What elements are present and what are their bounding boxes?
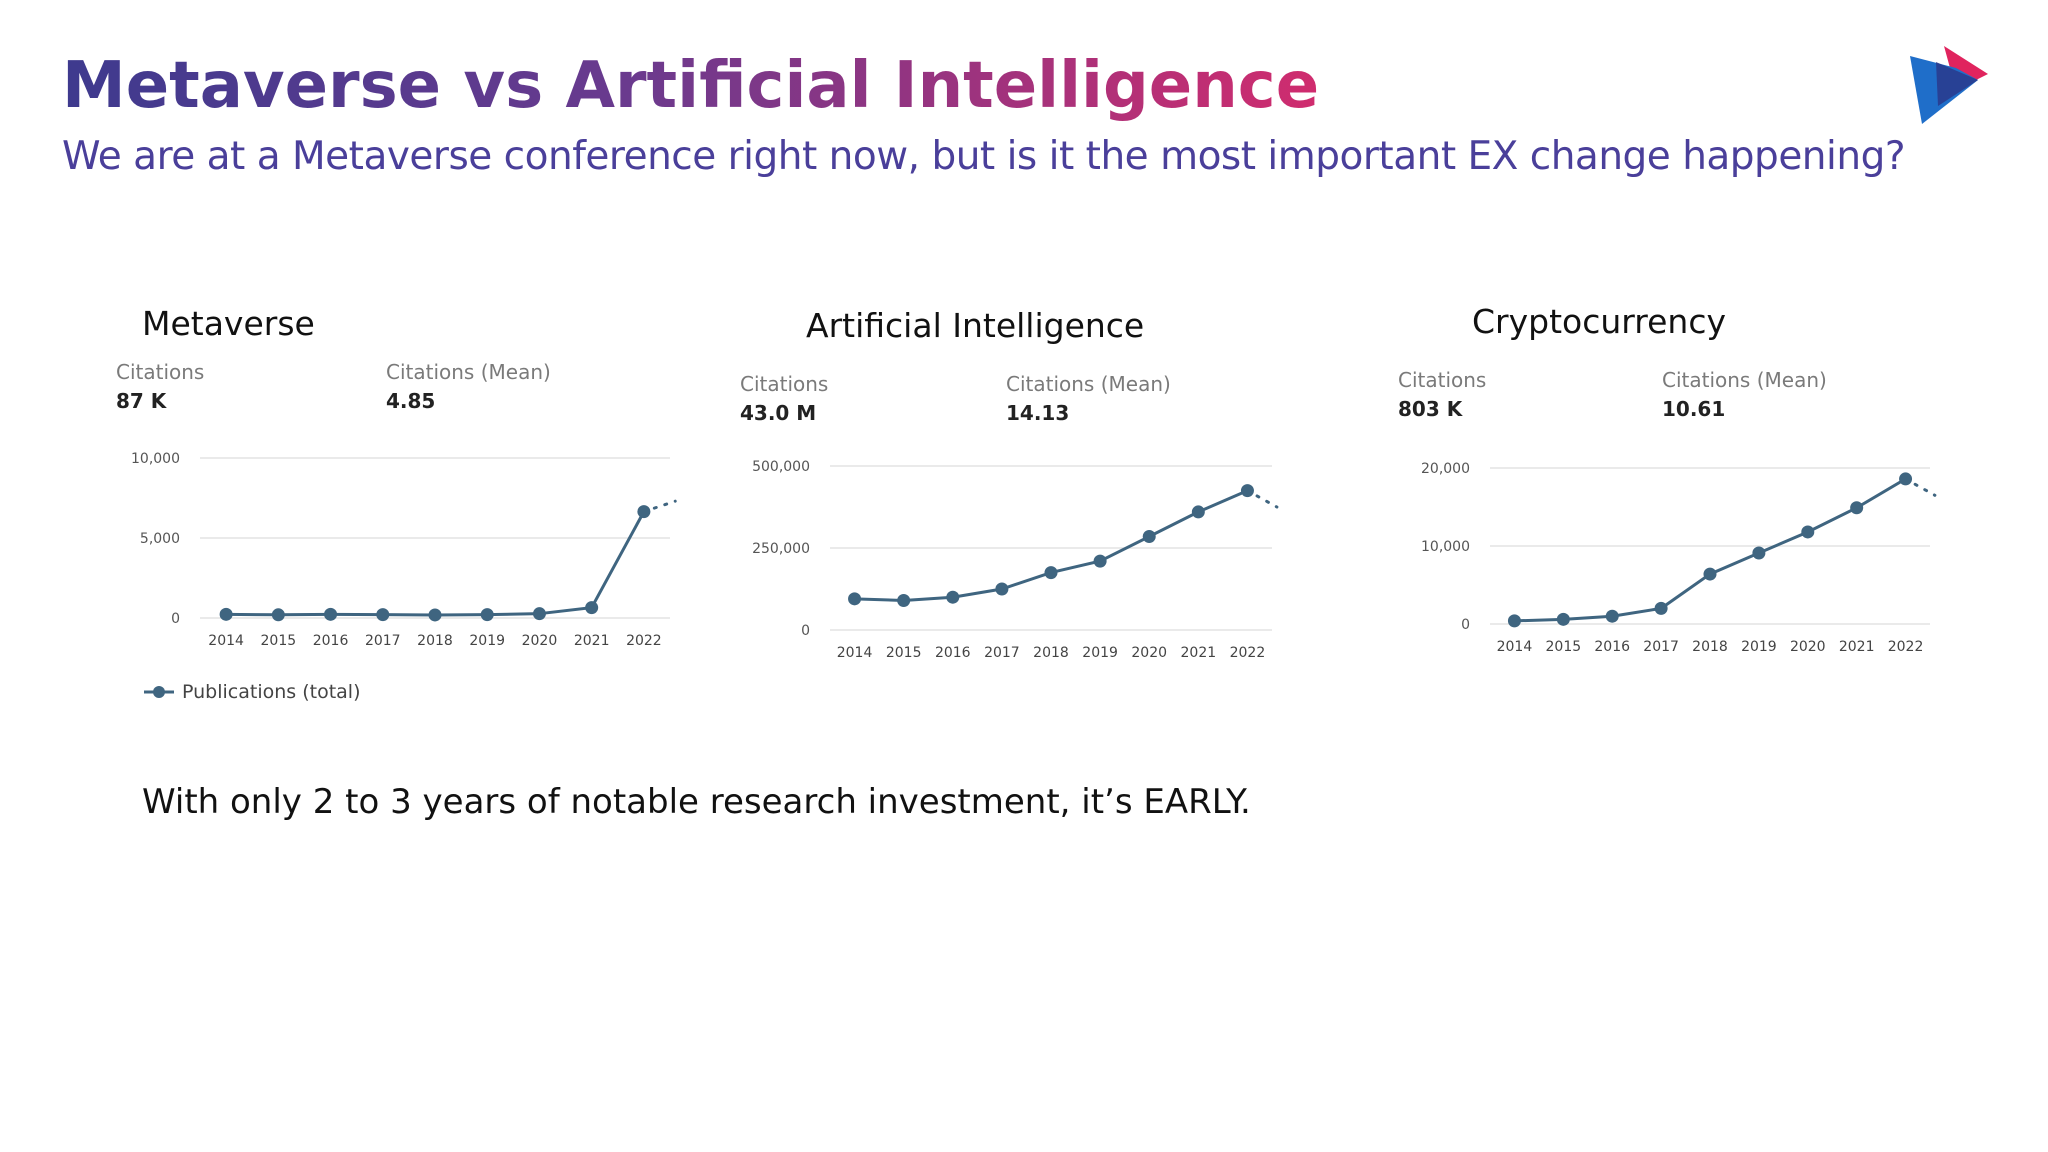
series-line — [854, 489, 1249, 602]
y-tick-label: 500,000 — [752, 459, 810, 475]
x-tick-label: 2018 — [1033, 645, 1069, 661]
legend-line-marker-icon — [144, 686, 174, 698]
data-point — [324, 607, 338, 621]
x-tick-label: 2016 — [1594, 639, 1630, 655]
chart-legend: Publications (total) — [144, 680, 360, 704]
x-tick-label: 2019 — [469, 633, 505, 649]
data-point — [637, 505, 651, 519]
data-point — [1556, 612, 1570, 626]
data-point — [995, 582, 1009, 596]
x-tick-label: 2019 — [1741, 639, 1777, 655]
chart-metaverse: 0 5,000 10,000 2014 2015 2016 2017 2018 2019 2020… — [131, 451, 677, 649]
data-point — [1654, 601, 1668, 615]
x-tick-label: 2017 — [365, 633, 401, 649]
x-tick-label: 2015 — [886, 645, 922, 661]
data-point — [848, 592, 862, 606]
x-tick-label: 2014 — [1497, 639, 1533, 655]
x-tick-label: 2022 — [1888, 639, 1924, 655]
data-point — [271, 608, 285, 622]
x-tick-label: 2014 — [837, 645, 873, 661]
brand-logo-icon — [1910, 46, 1988, 124]
citations-mean-label: Citations (Mean) — [1662, 368, 1827, 392]
citations-label: Citations — [740, 372, 829, 396]
y-tick-label: 5,000 — [140, 531, 180, 547]
series-line — [1514, 477, 1907, 623]
data-point — [1703, 567, 1717, 581]
data-point — [1801, 525, 1815, 539]
citations-label: Citations — [1398, 368, 1487, 392]
citations-value: 87 K — [116, 389, 167, 413]
data-point — [585, 601, 599, 615]
data-point — [428, 608, 442, 622]
data-point — [376, 608, 390, 622]
data-point — [897, 593, 911, 607]
y-tick-label: 10,000 — [131, 451, 180, 467]
data-point — [1093, 554, 1107, 568]
panel-title: Metaverse — [142, 304, 315, 343]
citations-mean-label: Citations (Mean) — [386, 360, 551, 384]
data-point — [480, 608, 494, 622]
x-tick-label: 2017 — [984, 645, 1020, 661]
y-tick-label: 250,000 — [752, 541, 810, 557]
y-tick-label: 0 — [1461, 617, 1470, 633]
panel-artificial-intelligence: Artificial Intelligence Citations 43.0 M… — [736, 300, 1356, 630]
series-line — [226, 510, 646, 617]
data-point — [946, 590, 960, 604]
y-tick-label: 0 — [801, 623, 810, 639]
y-tick-label: 20,000 — [1421, 461, 1470, 477]
citations-mean-value: 14.13 — [1006, 401, 1070, 425]
chart-cryptocurrency: 0 10,000 20,000 2014 2015 2016 2017 2018 2019 202… — [1421, 461, 1937, 655]
citations-value: 803 K — [1398, 397, 1463, 421]
logo-navy-shape — [1936, 62, 1978, 106]
citations-mean-label: Citations (Mean) — [1006, 372, 1171, 396]
data-point — [1752, 546, 1766, 560]
panel-title: Artificial Intelligence — [806, 306, 1145, 345]
chart-artificial-intelligence: 0 250,000 500,000 2014 2015 2016 2017 2018 2019 2… — [752, 459, 1279, 661]
slide-title: Metaverse vs Artificial Intelligence — [62, 44, 1319, 128]
x-tick-label: 2020 — [1790, 639, 1826, 655]
x-tick-label: 2022 — [1230, 645, 1266, 661]
data-point — [1850, 501, 1864, 515]
x-tick-label: 2014 — [208, 633, 244, 649]
data-point — [532, 607, 546, 621]
x-tick-label: 2022 — [626, 633, 662, 649]
x-tick-label: 2015 — [261, 633, 297, 649]
x-tick-label: 2015 — [1546, 639, 1582, 655]
citations-label: Citations — [116, 360, 205, 384]
x-tick-label: 2021 — [574, 633, 610, 649]
x-tick-label: 2018 — [1692, 639, 1728, 655]
data-point — [1899, 472, 1913, 486]
data-point — [1240, 484, 1254, 498]
x-tick-label: 2018 — [417, 633, 453, 649]
citations-mean-value: 4.85 — [386, 389, 436, 413]
data-point — [1044, 566, 1058, 580]
x-tick-label: 2020 — [1131, 645, 1167, 661]
x-tick-label: 2021 — [1181, 645, 1217, 661]
data-point — [1191, 505, 1205, 519]
panel-metaverse: Metaverse Citations 87 K Citations (Mean… — [110, 300, 730, 630]
x-tick-label: 2021 — [1839, 639, 1875, 655]
x-tick-label: 2016 — [313, 633, 349, 649]
legend-label: Publications (total) — [182, 681, 361, 703]
x-tick-label: 2019 — [1082, 645, 1118, 661]
data-point — [219, 607, 233, 621]
slide-subtitle: We are at a Metaverse conference right n… — [62, 134, 1906, 179]
panel-title: Cryptocurrency — [1472, 302, 1726, 341]
x-tick-label: 2017 — [1643, 639, 1679, 655]
footnote-text: With only 2 to 3 years of notable resear… — [142, 782, 1251, 822]
citations-mean-value: 10.61 — [1662, 397, 1726, 421]
y-tick-label: 0 — [171, 611, 180, 627]
citations-value: 43.0 M — [740, 401, 817, 425]
x-tick-label: 2016 — [935, 645, 971, 661]
x-tick-label: 2020 — [522, 633, 558, 649]
data-point — [1142, 530, 1156, 544]
data-point — [1605, 609, 1619, 623]
y-tick-label: 10,000 — [1421, 539, 1470, 555]
panel-cryptocurrency: Cryptocurrency Citations 803 K Citations… — [1396, 300, 2016, 630]
data-point — [1507, 614, 1521, 628]
